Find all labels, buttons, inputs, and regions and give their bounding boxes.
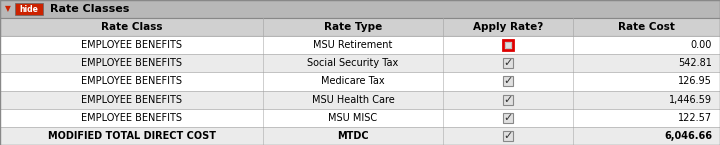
Text: EMPLOYEE BENEFITS: EMPLOYEE BENEFITS: [81, 40, 182, 50]
Bar: [503, 40, 513, 50]
Bar: [0, 127, 720, 145]
Bar: [0, 109, 720, 127]
Text: ✓: ✓: [503, 131, 513, 141]
Bar: [0, 36, 720, 54]
Text: 126.95: 126.95: [678, 76, 712, 86]
Text: Medicare Tax: Medicare Tax: [321, 76, 384, 86]
Text: hide: hide: [19, 4, 38, 13]
Text: EMPLOYEE BENEFITS: EMPLOYEE BENEFITS: [81, 95, 182, 105]
Text: MSU Health Care: MSU Health Care: [312, 95, 395, 105]
Text: Apply Rate?: Apply Rate?: [473, 22, 543, 32]
Bar: [15, 3, 43, 15]
Text: ▼: ▼: [5, 4, 11, 13]
Bar: [503, 95, 513, 105]
Text: 1,446.59: 1,446.59: [669, 95, 712, 105]
Text: Rate Class: Rate Class: [101, 22, 162, 32]
Text: ✓: ✓: [503, 113, 513, 123]
Text: 542.81: 542.81: [678, 58, 712, 68]
Text: Rate Classes: Rate Classes: [50, 4, 130, 14]
Bar: [503, 76, 513, 86]
Bar: [0, 0, 720, 18]
Text: ✓: ✓: [503, 95, 513, 105]
Bar: [0, 90, 720, 109]
Bar: [0, 72, 720, 90]
Text: Rate Cost: Rate Cost: [618, 22, 675, 32]
Text: 0.00: 0.00: [690, 40, 712, 50]
Text: 122.57: 122.57: [678, 113, 712, 123]
Text: Social Security Tax: Social Security Tax: [307, 58, 399, 68]
Bar: [503, 131, 513, 141]
Text: EMPLOYEE BENEFITS: EMPLOYEE BENEFITS: [81, 113, 182, 123]
Text: MSU Retirement: MSU Retirement: [313, 40, 392, 50]
Text: EMPLOYEE BENEFITS: EMPLOYEE BENEFITS: [81, 58, 182, 68]
Text: ✓: ✓: [503, 76, 513, 86]
Bar: [503, 58, 513, 68]
Text: Rate Type: Rate Type: [324, 22, 382, 32]
Text: MSU MISC: MSU MISC: [328, 113, 377, 123]
Bar: [505, 42, 511, 48]
Text: MODIFIED TOTAL DIRECT COST: MODIFIED TOTAL DIRECT COST: [48, 131, 215, 141]
Text: 6,046.66: 6,046.66: [664, 131, 712, 141]
Text: ✓: ✓: [503, 58, 513, 68]
Text: EMPLOYEE BENEFITS: EMPLOYEE BENEFITS: [81, 76, 182, 86]
Text: MTDC: MTDC: [337, 131, 369, 141]
Bar: [503, 113, 513, 123]
Bar: [0, 54, 720, 72]
Bar: [0, 18, 720, 36]
